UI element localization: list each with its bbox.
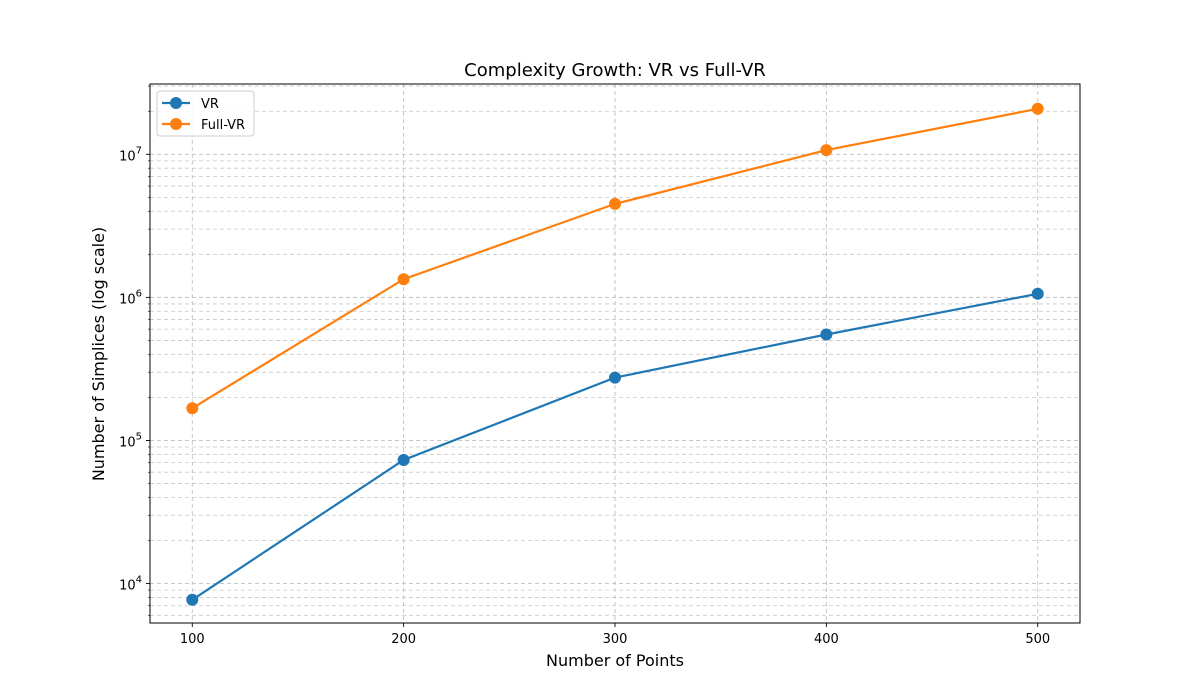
y-tick-label: 105 (119, 431, 142, 450)
y-tick-label: 107 (119, 145, 142, 164)
data-point-vr (1031, 287, 1044, 300)
y-tick-label: 106 (119, 288, 142, 307)
legend-marker-full-vr (170, 118, 182, 130)
legend-label-vr: VR (201, 97, 219, 112)
plot-series (186, 102, 1044, 606)
x-axis: 100 200 300 400 500 (180, 623, 1050, 647)
data-point-vr (397, 454, 410, 467)
y-axis-label: Number of Simplices (log scale) (89, 227, 108, 481)
y-tick-label: 104 (119, 575, 142, 594)
x-tick-label: 400 (814, 632, 839, 647)
legend: VR Full-VR (156, 90, 255, 137)
legend-label-full-vr: Full-VR (201, 118, 245, 133)
x-tick-label: 100 (180, 632, 205, 647)
data-point-full-vr (186, 402, 199, 415)
plot-frame (149, 83, 1081, 624)
x-tick-label: 500 (1025, 632, 1050, 647)
data-point-full-vr (397, 273, 410, 286)
x-tick-label: 200 (391, 632, 416, 647)
x-axis-label: Number of Points (546, 651, 684, 670)
data-point-full-vr (609, 197, 621, 210)
y-axis: 104 105 106 107 (119, 85, 150, 616)
data-point-full-vr (820, 144, 833, 157)
data-point-vr (186, 593, 199, 606)
data-point-vr (609, 371, 621, 384)
data-point-vr (820, 328, 833, 341)
data-point-full-vr (1031, 102, 1044, 115)
x-tick-label: 300 (603, 632, 628, 647)
chart-title: Complexity Growth: VR vs Full-VR (464, 60, 766, 81)
grid (150, 84, 1080, 623)
legend-marker-vr (170, 97, 182, 109)
